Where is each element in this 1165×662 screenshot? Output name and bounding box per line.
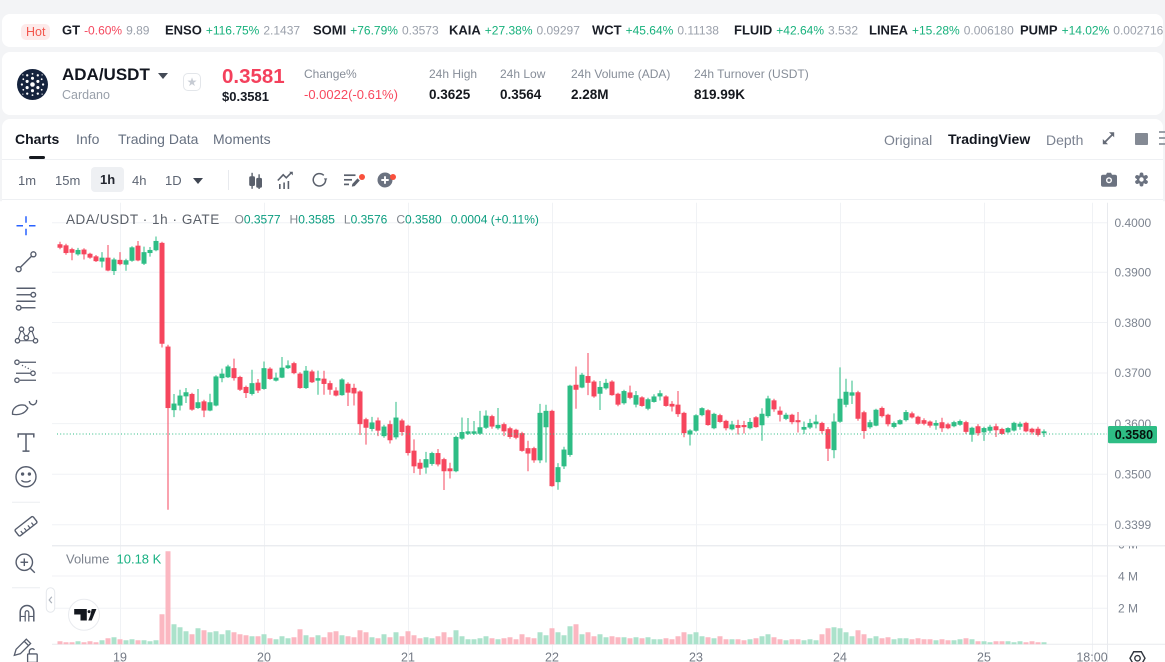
svg-text:10.18 K: 10.18 K bbox=[117, 551, 162, 566]
svg-text:0.3580: 0.3580 bbox=[1115, 427, 1153, 441]
svg-text:ADA/USDT · 1h · GATE: ADA/USDT · 1h · GATE bbox=[66, 211, 220, 226]
svg-text:4 M: 4 M bbox=[1118, 569, 1138, 583]
svg-text:0.3800: 0.3800 bbox=[1115, 315, 1152, 329]
svg-text:24: 24 bbox=[833, 650, 847, 662]
svg-text:2 M: 2 M bbox=[1118, 601, 1138, 615]
svg-text:25: 25 bbox=[977, 650, 991, 662]
svg-text:23: 23 bbox=[689, 650, 703, 662]
svg-text:18:00: 18:00 bbox=[1076, 650, 1107, 662]
svg-text:0.3500: 0.3500 bbox=[1115, 467, 1152, 481]
svg-text:21: 21 bbox=[401, 650, 415, 662]
svg-text:Volume: Volume bbox=[66, 551, 109, 566]
svg-text:19: 19 bbox=[113, 650, 127, 662]
svg-text:0.4000: 0.4000 bbox=[1115, 215, 1152, 229]
svg-text:20: 20 bbox=[257, 650, 271, 662]
svg-text:22: 22 bbox=[545, 650, 559, 662]
svg-text:0.3399: 0.3399 bbox=[1115, 517, 1152, 531]
svg-text:0.3900: 0.3900 bbox=[1115, 265, 1152, 279]
svg-text:0.3700: 0.3700 bbox=[1115, 366, 1152, 380]
